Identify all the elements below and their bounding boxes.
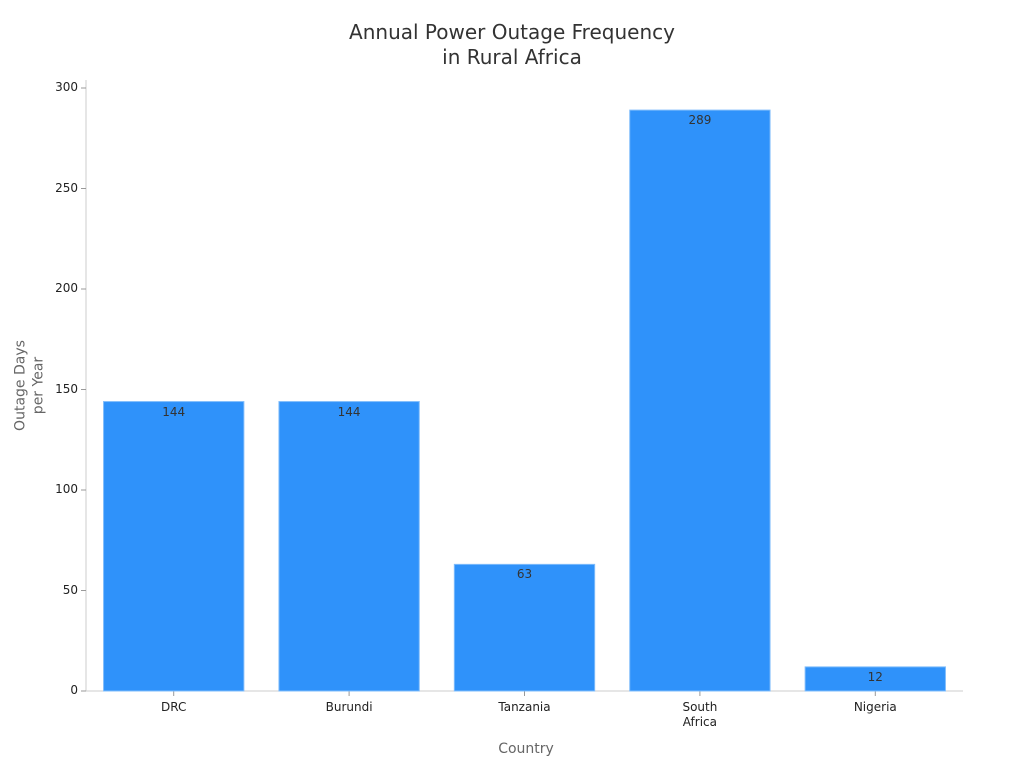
chart-title: Annual Power Outage Frequency in Rural A… — [349, 20, 675, 69]
x-tick-label: DRC — [161, 700, 187, 714]
value-label: 144 — [337, 404, 361, 419]
value-label: 63 — [516, 567, 533, 582]
x-tick-label: Tanzania — [498, 700, 551, 714]
y-tick-label: 50 — [62, 582, 78, 597]
x-tick-label: Nigeria — [853, 700, 897, 714]
bar — [453, 563, 596, 692]
bar — [804, 666, 946, 692]
y-tick-label: 150 — [55, 381, 78, 396]
value-label: 289 — [688, 113, 712, 128]
x-tick-label: South Africa — [682, 700, 718, 729]
bar — [278, 401, 420, 692]
y-tick-label: 100 — [55, 482, 78, 496]
value-label: 12 — [867, 669, 883, 684]
x-tick-label: Burundi — [325, 700, 373, 714]
y-tick-label: 300 — [55, 80, 78, 94]
y-tick-label: 200 — [55, 281, 78, 295]
value-label: 144 — [162, 404, 186, 419]
y-tick-label: 0 — [70, 683, 78, 697]
bar — [103, 401, 245, 692]
bar — [629, 109, 771, 692]
x-axis-label: Country — [498, 741, 554, 757]
y-tick-label: 250 — [55, 180, 78, 195]
